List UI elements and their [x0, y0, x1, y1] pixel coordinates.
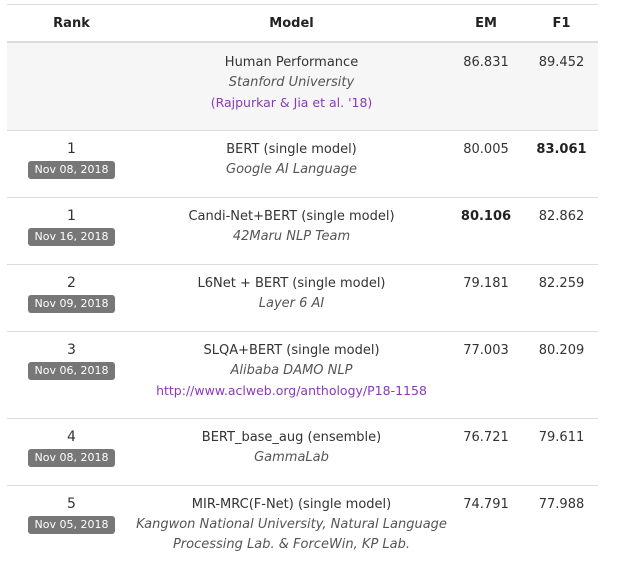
date-badge: Nov 16, 2018 [28, 228, 116, 246]
model-name: Human Performance [136, 53, 447, 73]
em-score: 76.721 [463, 430, 509, 445]
f1-score: 82.259 [539, 276, 585, 291]
f1-header[interactable]: F1 [525, 5, 598, 43]
f1-score: 89.452 [539, 55, 585, 70]
leaderboard-table: Rank Model EM F1 Human Performance Stanf… [7, 4, 598, 572]
em-header[interactable]: EM [447, 5, 525, 43]
em-cell: 76.721 [447, 419, 525, 486]
table-row: 4 Nov 08, 2018 BERT_base_aug (ensemble) … [7, 419, 598, 486]
date-badge: Nov 06, 2018 [28, 362, 116, 380]
date-badge: Nov 05, 2018 [28, 516, 116, 534]
model-name: L6Net + BERT (single model) [136, 274, 447, 294]
rank-number: 2 [7, 274, 136, 292]
rank-number: 3 [7, 341, 136, 359]
model-org: Layer 6 AI [136, 294, 447, 314]
rank-cell: 4 Nov 08, 2018 [7, 419, 136, 486]
model-org: Google AI Language [136, 160, 447, 180]
f1-score: 77.988 [539, 497, 585, 512]
rank-cell: 3 Nov 06, 2018 [7, 332, 136, 419]
model-header[interactable]: Model [136, 5, 447, 43]
f1-cell: 80.209 [525, 332, 598, 419]
f1-cell: 83.061 [525, 131, 598, 198]
model-org: Kangwon National University, Natural Lan… [136, 515, 447, 555]
em-score: 79.181 [463, 276, 509, 291]
paper-link[interactable]: http://www.aclweb.org/anthology/P18-1158 [136, 381, 447, 401]
em-score-best: 80.106 [461, 209, 511, 224]
rank-number: 4 [7, 428, 136, 446]
rank-cell: 1 Nov 16, 2018 [7, 198, 136, 265]
rank-header[interactable]: Rank [7, 5, 136, 43]
rank-number: 1 [7, 207, 136, 225]
rank-cell: 1 Nov 08, 2018 [7, 131, 136, 198]
model-cell: Human Performance Stanford University (R… [136, 42, 447, 131]
em-cell: 80.106 [447, 198, 525, 265]
em-score: 74.791 [463, 497, 509, 512]
f1-score-best: 83.061 [536, 142, 586, 157]
model-name: BERT (single model) [136, 140, 447, 160]
rank-cell [7, 42, 136, 131]
model-name: MIR-MRC(F-Net) (single model) [136, 495, 447, 515]
model-org: 42Maru NLP Team [136, 227, 447, 247]
rank-number: 1 [7, 140, 136, 158]
em-cell: 74.791 [447, 486, 525, 572]
f1-score: 82.862 [539, 209, 585, 224]
paper-link[interactable]: (Rajpurkar & Jia et al. '18) [136, 93, 447, 113]
model-cell: BERT_base_aug (ensemble) GammaLab [136, 419, 447, 486]
model-cell: L6Net + BERT (single model) Layer 6 AI [136, 265, 447, 332]
em-cell: 77.003 [447, 332, 525, 419]
model-cell: Candi-Net+BERT (single model) 42Maru NLP… [136, 198, 447, 265]
f1-cell: 77.988 [525, 486, 598, 572]
f1-score: 79.611 [539, 430, 585, 445]
table-row: 3 Nov 06, 2018 SLQA+BERT (single model) … [7, 332, 598, 419]
rank-number: 5 [7, 495, 136, 513]
table-row: 2 Nov 09, 2018 L6Net + BERT (single mode… [7, 265, 598, 332]
f1-cell: 82.862 [525, 198, 598, 265]
model-name: Candi-Net+BERT (single model) [136, 207, 447, 227]
model-org: GammaLab [136, 448, 447, 468]
rank-cell: 5 Nov 05, 2018 [7, 486, 136, 572]
date-badge: Nov 09, 2018 [28, 295, 116, 313]
date-badge: Nov 08, 2018 [28, 161, 116, 179]
f1-cell: 79.611 [525, 419, 598, 486]
model-name: BERT_base_aug (ensemble) [136, 428, 447, 448]
f1-cell: 82.259 [525, 265, 598, 332]
em-score: 80.005 [463, 142, 509, 157]
human-performance-row: Human Performance Stanford University (R… [7, 42, 598, 131]
model-org: Stanford University [136, 73, 447, 93]
model-cell: SLQA+BERT (single model) Alibaba DAMO NL… [136, 332, 447, 419]
em-cell: 79.181 [447, 265, 525, 332]
em-score: 86.831 [463, 55, 509, 70]
f1-cell: 89.452 [525, 42, 598, 131]
table-row: 1 Nov 08, 2018 BERT (single model) Googl… [7, 131, 598, 198]
f1-score: 80.209 [539, 343, 585, 358]
date-badge: Nov 08, 2018 [28, 449, 116, 467]
model-cell: MIR-MRC(F-Net) (single model) Kangwon Na… [136, 486, 447, 572]
table-row: 1 Nov 16, 2018 Candi-Net+BERT (single mo… [7, 198, 598, 265]
header-row: Rank Model EM F1 [7, 5, 598, 43]
em-cell: 86.831 [447, 42, 525, 131]
model-name: SLQA+BERT (single model) [136, 341, 447, 361]
em-score: 77.003 [463, 343, 509, 358]
rank-cell: 2 Nov 09, 2018 [7, 265, 136, 332]
table-row: 5 Nov 05, 2018 MIR-MRC(F-Net) (single mo… [7, 486, 598, 572]
model-org: Alibaba DAMO NLP [136, 361, 447, 381]
em-cell: 80.005 [447, 131, 525, 198]
model-cell: BERT (single model) Google AI Language [136, 131, 447, 198]
